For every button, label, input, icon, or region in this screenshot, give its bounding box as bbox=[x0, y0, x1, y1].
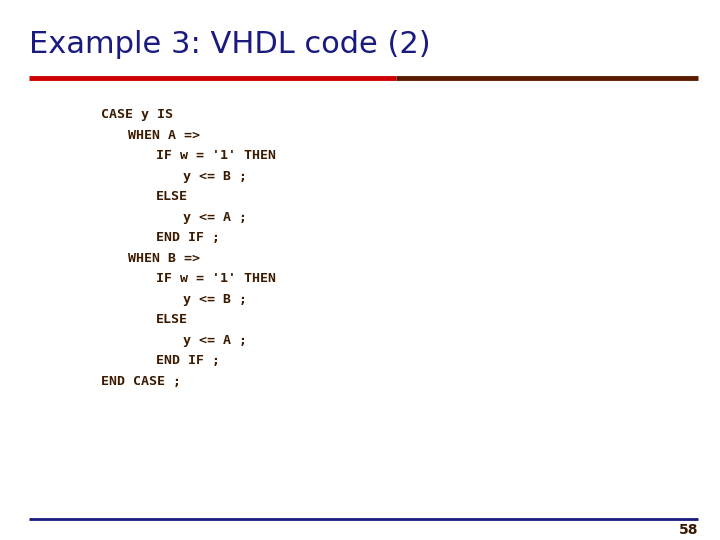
Text: CASE y IS: CASE y IS bbox=[101, 108, 173, 121]
Text: IF w = '1' THEN: IF w = '1' THEN bbox=[156, 272, 276, 285]
Text: ELSE: ELSE bbox=[156, 313, 187, 326]
Text: WHEN A =>: WHEN A => bbox=[128, 129, 200, 141]
Text: END CASE ;: END CASE ; bbox=[101, 375, 181, 388]
Text: END IF ;: END IF ; bbox=[156, 354, 220, 367]
Text: END IF ;: END IF ; bbox=[156, 231, 220, 244]
Text: 58: 58 bbox=[679, 523, 698, 537]
Text: ELSE: ELSE bbox=[156, 190, 187, 203]
Text: WHEN B =>: WHEN B => bbox=[128, 252, 200, 265]
Text: y <= B ;: y <= B ; bbox=[183, 293, 247, 306]
Text: IF w = '1' THEN: IF w = '1' THEN bbox=[156, 149, 276, 162]
Text: Example 3: VHDL code (2): Example 3: VHDL code (2) bbox=[29, 30, 431, 59]
Text: y <= A ;: y <= A ; bbox=[183, 334, 247, 347]
Text: y <= A ;: y <= A ; bbox=[183, 211, 247, 224]
Text: y <= B ;: y <= B ; bbox=[183, 170, 247, 183]
